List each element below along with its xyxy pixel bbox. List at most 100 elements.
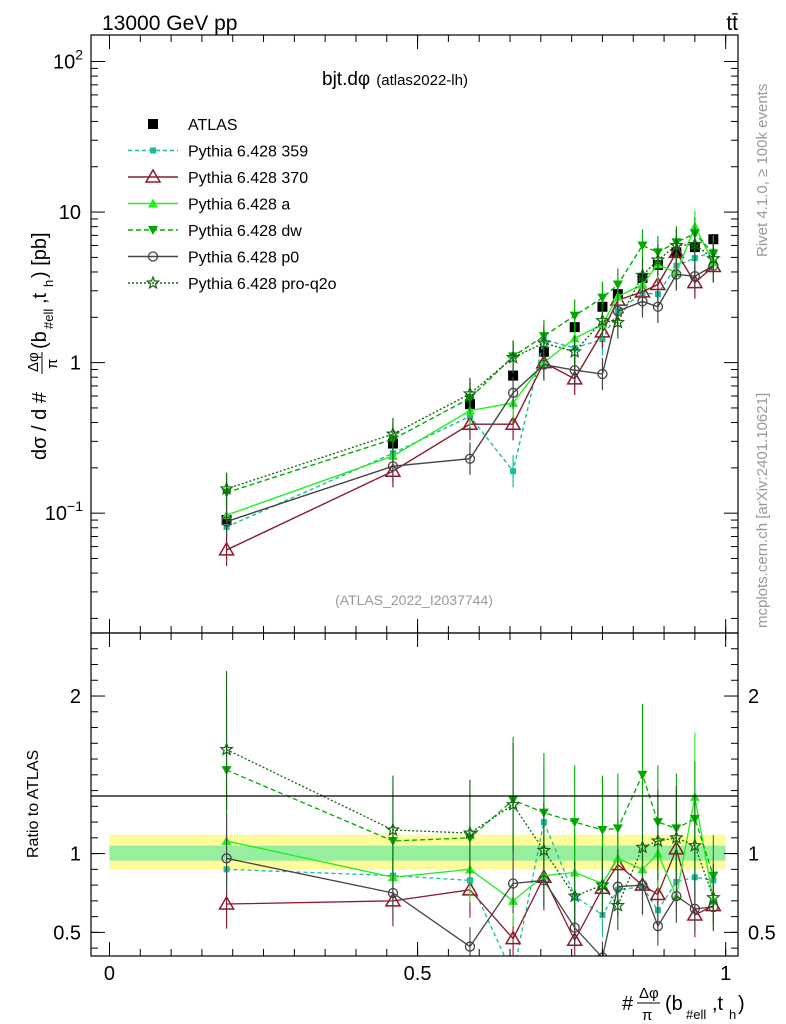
svg-text:) [pb]: ) [pb] xyxy=(29,232,51,278)
svg-text:π: π xyxy=(642,1007,652,1024)
data-point-5-9 xyxy=(652,301,664,312)
legend-label-0: ATLAS xyxy=(188,117,238,134)
y-tick-label: 1 xyxy=(70,353,81,375)
ratio-plot-layer xyxy=(218,671,722,978)
ratio-point-5-3 xyxy=(507,878,519,889)
data-point-5-10 xyxy=(671,269,682,280)
data-point-2-9 xyxy=(649,276,667,291)
stat-uncertainty-band xyxy=(109,845,726,861)
ratio-tick-label: 2 xyxy=(70,686,81,708)
data-point-4-6 xyxy=(597,293,608,303)
ratio-point-6-1 xyxy=(385,822,401,837)
ratio-point-1-3 xyxy=(510,972,516,978)
ratio-y-label: Ratio to ATLAS xyxy=(25,750,42,858)
svg-text:,t: ,t xyxy=(712,993,724,1015)
ratio-point-4-5 xyxy=(569,818,580,828)
data-point-4-8 xyxy=(637,241,648,251)
data-point-5-8 xyxy=(637,296,648,307)
watermark: (ATLAS_2022_I2037744) xyxy=(335,592,493,608)
ratio-point-6-9 xyxy=(650,833,666,848)
svg-text:(b: (b xyxy=(665,993,683,1015)
ratio-point-6-8 xyxy=(635,839,650,854)
data-point-5-1 xyxy=(387,461,399,472)
uncertainty-bands xyxy=(109,834,726,870)
data-point-5-4 xyxy=(538,359,550,370)
chart-title-main: bjt.dφ xyxy=(322,69,370,90)
legend-marker-4 xyxy=(148,226,158,235)
chart-subtitle: (atlas2022-lh) xyxy=(376,72,468,89)
legend-marker-2 xyxy=(144,168,162,183)
ratio-frame xyxy=(90,632,739,957)
ratio-point-5-10 xyxy=(671,890,682,902)
x-tick-label: 0 xyxy=(104,963,115,985)
ratio-tick-label-right: 0.5 xyxy=(748,922,776,944)
ratio-point-6-2 xyxy=(462,825,478,840)
y-tick-label: 10−1 xyxy=(45,498,83,525)
legend-label-3: Pythia 6.428 a xyxy=(188,197,290,214)
svg-text:,t: ,t xyxy=(29,292,51,304)
legend-marker-3 xyxy=(148,198,158,208)
y-tick-label: 10 xyxy=(59,202,81,224)
svg-text:#ell: #ell xyxy=(41,309,56,329)
ratio-tick-label-right: 1 xyxy=(748,844,759,866)
axis-ticks: 10−1 1 10 102 0.5 0.5 1 1 2 2 0 0.5 1 xyxy=(45,35,776,985)
legend-label-6: Pythia 6.428 pro-q2o xyxy=(188,276,337,293)
ratio-point-6-6 xyxy=(595,877,610,892)
svg-text:π: π xyxy=(44,359,61,369)
ratio-point-6-4 xyxy=(536,842,552,857)
x-tick-label: 1 xyxy=(720,963,731,985)
chart-title: bjt.dφ (atlas2022-lh) xyxy=(322,69,468,90)
legend-marker-5 xyxy=(147,251,159,262)
mcplots-label: mcplots.cern.ch [arXiv:2401.10621] xyxy=(754,393,771,628)
header-left: 13000 GeV pp xyxy=(102,12,237,35)
data-point-4-5 xyxy=(569,311,580,321)
data-point-5-6 xyxy=(597,368,608,380)
data-point-4-7 xyxy=(612,280,623,290)
ratio-point-6-12 xyxy=(706,890,721,904)
data-point-6-1 xyxy=(385,426,401,441)
ratio-point-5-11 xyxy=(689,903,701,914)
data-point-6-3 xyxy=(505,349,521,364)
svg-text:): ) xyxy=(738,993,745,1015)
data-point-6-7 xyxy=(610,314,626,329)
ratio-point-6-7 xyxy=(610,897,626,912)
data-point-0-3 xyxy=(508,370,519,381)
ratio-point-5-1 xyxy=(387,887,399,899)
data-point-6-11 xyxy=(687,236,703,251)
data-point-6-2 xyxy=(462,386,478,401)
ratio-point-6-0 xyxy=(219,741,234,756)
svg-text:h: h xyxy=(41,280,56,287)
ratio-point-2-3 xyxy=(504,930,522,945)
x-tick-label: 0.5 xyxy=(404,963,432,985)
ratio-point-5-5 xyxy=(569,922,580,933)
data-point-5-11 xyxy=(689,271,701,282)
data-point-2-2 xyxy=(461,415,479,430)
ratio-point-4-6 xyxy=(597,825,608,835)
data-point-6-8 xyxy=(635,267,650,282)
svg-text:#: # xyxy=(622,993,634,1015)
legend-marker-1 xyxy=(150,147,156,154)
legend-label-4: Pythia 6.428 dw xyxy=(188,223,302,240)
data-point-6-9 xyxy=(650,252,666,267)
data-point-6-0 xyxy=(219,481,234,496)
ratio-point-4-7 xyxy=(612,824,623,834)
ratio-point-2-0 xyxy=(218,895,235,910)
data-point-5-0 xyxy=(221,516,232,527)
main-plot-layer xyxy=(218,210,722,567)
ratio-point-6-10 xyxy=(669,830,684,845)
data-point-6-6 xyxy=(595,313,610,327)
ratio-point-2-9 xyxy=(649,886,667,901)
ratio-point-5-0 xyxy=(221,853,232,864)
ratio-point-5-2 xyxy=(464,941,476,952)
y-tick-label: 102 xyxy=(53,47,83,74)
ratio-point-4-8 xyxy=(637,770,648,780)
svg-text:(b: (b xyxy=(29,331,51,349)
data-point-2-0 xyxy=(218,541,235,556)
data-point-5-2 xyxy=(464,453,476,464)
y-axis-label: dσ / d # Δφ π (b #ell ,t h ) [pb] xyxy=(25,232,61,460)
data-point-5-3 xyxy=(507,387,519,398)
legend: ATLAS Pythia 6.428 359 Pythia 6.428 370 Pyt… xyxy=(128,117,337,293)
legend-marker-0 xyxy=(148,119,158,129)
legend-marker-6 xyxy=(145,275,161,290)
